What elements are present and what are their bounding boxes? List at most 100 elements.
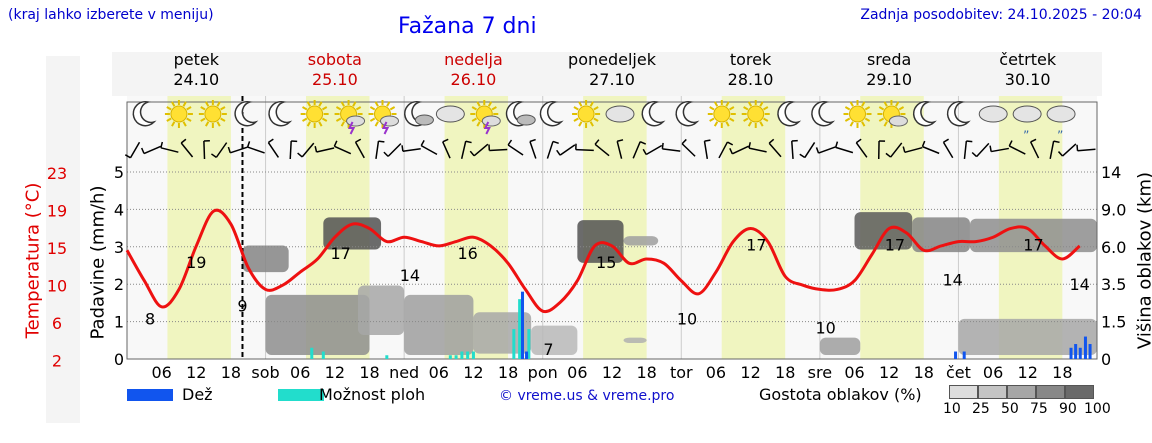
temperature-tick: 6 — [52, 314, 62, 333]
day-name: nedelja — [444, 50, 503, 69]
day-header: sreda 29.10 — [820, 50, 958, 90]
cloud-density-scale-label: 90 — [1059, 401, 1077, 417]
copyright-link[interactable]: © vreme.us & vreme.pro — [499, 388, 675, 404]
sun-icon — [741, 100, 770, 128]
wind-barb — [718, 141, 734, 159]
temperature-label: 17 — [330, 244, 350, 263]
showers-bar — [512, 329, 516, 359]
day-header: nedelja 26.10 — [404, 50, 542, 90]
wind-barb — [1029, 138, 1040, 159]
wind-barb — [963, 140, 973, 160]
x-tick: 12 — [879, 363, 899, 382]
showers-bar — [310, 347, 314, 359]
rain-legend-label: Dež — [182, 385, 213, 404]
wind-barb — [354, 138, 365, 159]
x-tick: 18 — [636, 363, 656, 382]
cloud-icon — [435, 105, 465, 123]
x-tick: sre — [808, 363, 832, 382]
wind-barb — [632, 141, 647, 159]
cloud-area — [819, 337, 861, 355]
wind-barb — [815, 146, 836, 154]
wind-barb — [246, 141, 265, 154]
cloud-area — [357, 285, 405, 335]
rain-swatch — [127, 389, 173, 401]
sun-icon — [572, 100, 601, 128]
moon-icon — [132, 100, 157, 127]
rain-bar — [1083, 336, 1087, 359]
showers-bar — [385, 355, 389, 359]
moon-icon — [675, 100, 700, 127]
rain-bar — [954, 351, 958, 359]
day-name: petek — [173, 50, 219, 69]
wind-barb — [314, 146, 335, 153]
wind-barb — [546, 140, 559, 159]
precipitation-tick: 3 — [114, 238, 124, 257]
temperature-label: 17 — [885, 236, 905, 255]
temperature-line — [125, 208, 1081, 314]
wind-barb — [729, 145, 749, 155]
day-header: sobota 25.10 — [266, 50, 404, 90]
moon-icon — [777, 100, 802, 127]
temperature-tick: 10 — [47, 277, 67, 296]
rain-bar — [1074, 344, 1078, 359]
temperature-label: 16 — [457, 244, 477, 263]
wind-barb — [469, 143, 489, 157]
showers-bar — [460, 351, 464, 359]
wind-barb — [507, 139, 524, 156]
x-tick: 18 — [498, 363, 518, 382]
moon-icon — [811, 100, 836, 127]
showers-bar — [454, 355, 458, 359]
wind-barb — [401, 145, 421, 152]
page-title: Fažana 7 dni — [398, 14, 537, 39]
wind-barb — [748, 142, 767, 153]
precipitation-tick: 4 — [114, 200, 124, 219]
cloud-density-swatch — [1036, 385, 1065, 399]
wind-barb — [375, 140, 385, 160]
cloud-area — [473, 312, 532, 354]
x-tick: 12 — [186, 363, 206, 382]
cloud-icon — [978, 105, 1008, 123]
sun-storm-icon — [470, 100, 501, 135]
wind-barb — [160, 141, 179, 153]
wind-barb — [921, 140, 940, 155]
svg-text:„: „ — [1057, 121, 1063, 135]
sun-cloud-icon — [877, 100, 908, 128]
wind-barb — [488, 144, 508, 152]
moon-icon — [234, 100, 259, 127]
wind-barb — [442, 138, 451, 159]
plot-frame — [126, 101, 1098, 360]
x-tick: 06 — [706, 363, 726, 382]
day-header: ponedeljek 27.10 — [543, 50, 681, 90]
wind-barb — [289, 140, 298, 160]
temperature-label: 17 — [746, 236, 766, 255]
wind-barb — [1057, 143, 1077, 157]
x-tick: 12 — [325, 363, 345, 382]
x-tick: 12 — [602, 363, 622, 382]
cloud-height-tick: 1.5 — [1101, 313, 1126, 332]
cloud-height-tick: 6.0 — [1101, 238, 1126, 257]
temperature-label: 14 — [942, 271, 962, 290]
precipitation-tick: 1 — [114, 313, 124, 332]
temperature-label: 14 — [400, 266, 420, 285]
cloud-area — [623, 236, 659, 246]
x-tick: 06 — [567, 363, 587, 382]
x-tick: 12 — [740, 363, 760, 382]
rain-bar — [1088, 344, 1092, 359]
wind-barb — [971, 142, 990, 158]
x-tick: pon — [528, 363, 558, 382]
day-date: 26.10 — [450, 70, 497, 89]
precipitation-tick: 5 — [114, 163, 124, 182]
x-tick: 18 — [1052, 363, 1072, 382]
cloud-area — [623, 337, 647, 343]
rain-bar — [1069, 347, 1073, 359]
wind-barb — [834, 141, 854, 154]
cloud-density-scale-label: 10 — [943, 401, 961, 417]
temperature-label: 7 — [543, 340, 553, 359]
wind-barb — [140, 145, 161, 155]
sun-icon — [300, 100, 329, 128]
cloud-icon — [605, 105, 635, 123]
x-tick: 06 — [429, 363, 449, 382]
x-tick: sob — [251, 363, 279, 382]
x-tick: 06 — [983, 363, 1003, 382]
